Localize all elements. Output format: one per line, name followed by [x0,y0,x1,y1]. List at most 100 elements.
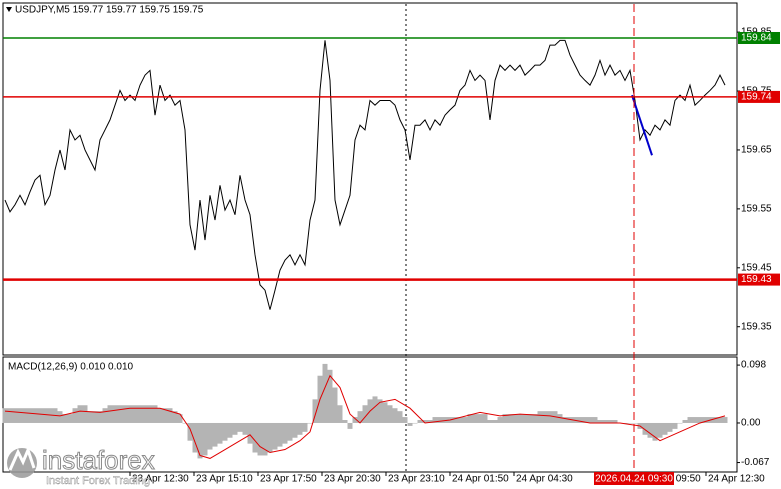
level-label: 159.43 [741,274,772,285]
macd-bar [27,408,33,423]
macd-bar [507,414,513,423]
macd-bar [217,422,223,444]
macd-bar [102,408,108,423]
y-tick-label: 0.00 [741,418,761,429]
macd-bar [587,417,593,423]
cursor-tag [594,472,674,485]
macd-bar [177,414,183,423]
macd-bar [647,422,653,438]
macd-bar [357,411,363,423]
macd-bar [477,414,483,423]
cursor-label: 2026.04.24 09:30 [595,474,673,485]
macd-bar [167,408,173,423]
y-tick-label: 159.45 [741,262,772,273]
macd-bar [277,422,283,447]
x-tick-label: 24 Apr 04:30 [516,474,573,485]
macd-bar [272,422,278,450]
macd-bar [267,422,273,453]
macd-bar [87,411,93,423]
macd-bar [582,417,588,423]
macd-bar [557,414,563,423]
level-tag [738,273,780,286]
macd-bar [412,422,418,424]
level-label: 159.84 [741,33,772,44]
macd-bar [562,417,568,423]
price-line [4,39,726,310]
macd-bar [372,396,378,423]
macd-bar [627,422,633,424]
macd-bar [127,405,133,423]
macd-bar [137,405,143,423]
macd-bar [72,408,78,423]
macd-bar [677,422,683,424]
macd-bar [602,420,608,423]
macd-bar [302,422,308,432]
macd-bar [467,414,473,423]
macd-bar [162,408,168,423]
macd-bar [212,422,218,447]
macd-bar [452,417,458,423]
macd-bar [607,420,613,423]
macd-bar [32,408,38,423]
macd-bar [67,414,73,423]
macd-bar [672,422,678,429]
macd-header: MACD(12,26,9) 0.010 0.010 [8,362,134,373]
macd-bar [682,420,688,423]
macd-bar [527,414,533,423]
macd-bar [227,422,233,438]
macd-bar [592,417,598,423]
macd-bar [387,405,393,423]
macd-bar [382,402,388,423]
macd-bar [712,417,718,423]
macd-bar [362,405,368,423]
macd-bar [307,422,313,424]
macd-bar [597,420,603,423]
macd-bar [472,414,478,423]
macd-bar [197,422,203,459]
macd-bar [242,422,248,435]
macd-bar [517,414,523,423]
macd-bar [172,411,178,423]
macd-bar [487,420,493,423]
x-tick-label: 24 Apr 01:50 [452,474,509,485]
macd-bar [397,411,403,423]
macd-bar [567,417,573,423]
y-tick-label: 159.55 [741,204,772,215]
macd-bar [157,408,163,423]
macd-bar [7,408,13,423]
macd-bar [482,414,488,423]
macd-bar [687,417,693,423]
macd-bar [42,408,48,423]
macd-bar [222,422,228,441]
macd-bar [182,422,188,424]
macd-bar [82,405,88,423]
macd-bar [497,417,503,423]
macd-bar [132,405,138,423]
macd-bar [577,417,583,423]
macd-bar [117,405,123,423]
macd-bar [237,422,243,432]
macd-bar [717,417,723,423]
macd-bar [252,422,258,453]
macd-bar [702,417,708,423]
macd-bar [512,414,518,423]
macd-bar [547,411,553,423]
macd-bar [457,417,463,423]
macd-bar [392,408,398,423]
macd-bar [192,422,198,453]
macd-bar [502,414,508,423]
macd-bar [337,405,343,423]
macd-bar [692,417,698,423]
macd-bar [422,420,428,423]
x-tick-label: 23 Apr 20:30 [324,474,381,485]
level-tag [738,90,780,103]
macd-bar [342,420,348,423]
macd-bar [22,408,28,423]
macd-bar [417,420,423,423]
menu-arrow[interactable] [6,7,12,12]
macd-bar [462,417,468,423]
macd-bar [92,411,98,423]
macd-bar [12,408,18,423]
